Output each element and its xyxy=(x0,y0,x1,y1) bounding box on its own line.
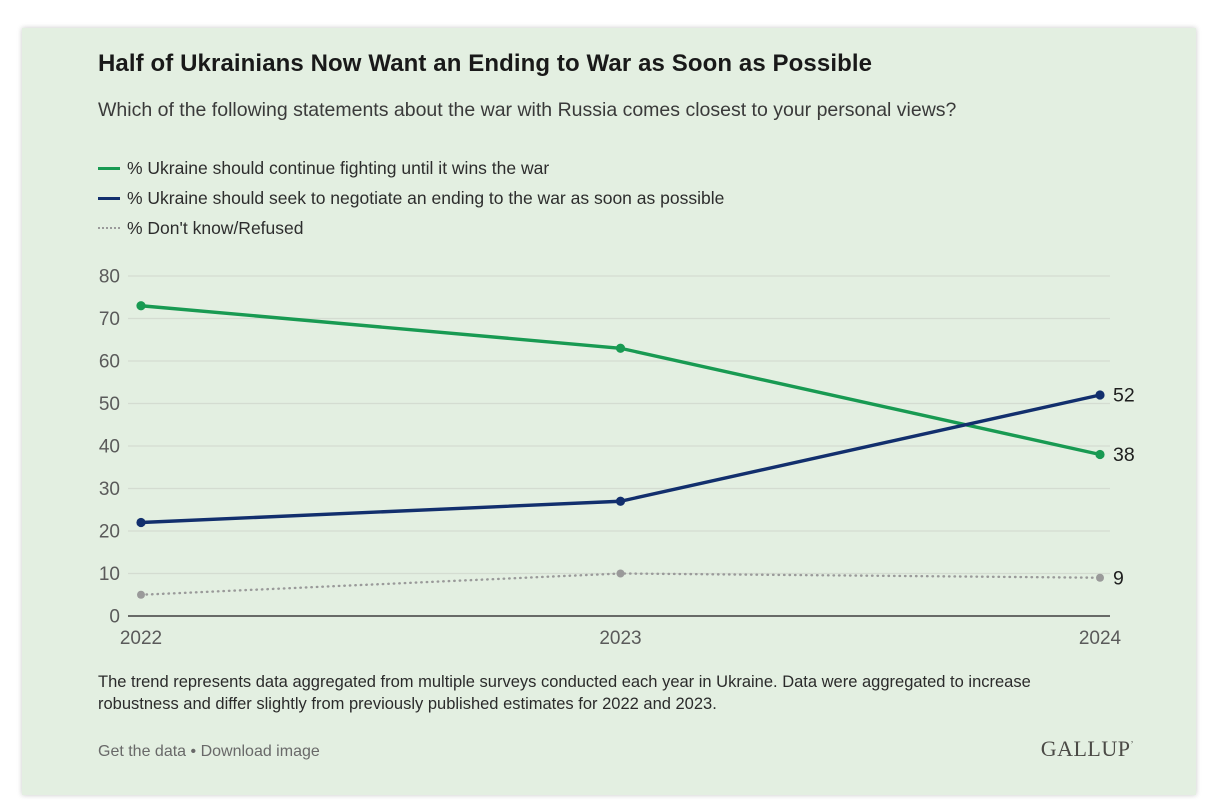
data-point-navy xyxy=(1095,390,1105,400)
legend-swatch-navy-line xyxy=(98,196,120,200)
line-chart-svg: 0 10 20 30 40 50 60 70 80 2022 2023 2024 9 38 52 xyxy=(99,267,1135,650)
x-tick-label: 2023 xyxy=(599,628,641,649)
chart-card: Half of Ukrainians Now Want an Ending to… xyxy=(22,28,1196,795)
data-point-gray xyxy=(137,590,145,599)
legend-swatch-gray-line xyxy=(98,227,120,229)
legend-label: % Ukraine should continue fighting until… xyxy=(127,157,550,178)
y-tick-label: 60 xyxy=(99,352,120,373)
chart-title: Half of Ukrainians Now Want an Ending to… xyxy=(98,50,873,77)
series-end-label-gray: 9 xyxy=(1113,567,1124,589)
data-point-navy xyxy=(136,517,146,528)
series-end-label-green: 38 xyxy=(1113,444,1135,466)
legend-label: % Don't know/Refused xyxy=(127,217,304,238)
data-point-green xyxy=(615,343,626,353)
y-tick-label: 40 xyxy=(99,437,120,458)
legend-item: % Ukraine should seek to negotiate an en… xyxy=(98,183,1196,213)
data-point-green xyxy=(1095,449,1105,460)
chart-subtitle: Which of the following statements about … xyxy=(98,99,957,121)
link-separator: • xyxy=(190,742,197,760)
legend-item: % Ukraine should continue fighting until… xyxy=(98,153,1196,183)
line-chart: 0 10 20 30 40 50 60 70 80 2022 2023 2024 9 38 52 xyxy=(98,263,1196,658)
chart-footer: Get the data • Download image GALLUP’ xyxy=(98,736,1134,762)
download-image-link[interactable]: Download image xyxy=(200,742,320,760)
y-tick-label: 70 xyxy=(99,309,120,330)
y-tick-label: 10 xyxy=(99,564,120,585)
data-point-green xyxy=(136,301,146,311)
gallup-logo: GALLUP’ xyxy=(1040,735,1134,761)
y-tick-label: 30 xyxy=(99,479,120,500)
chart-legend: % Ukraine should continue fighting until… xyxy=(98,153,1196,243)
data-point-navy xyxy=(615,496,626,506)
y-tick-label: 20 xyxy=(99,522,120,543)
data-point-gray xyxy=(1096,573,1104,582)
x-tick-label: 2024 xyxy=(1079,628,1122,649)
legend-swatch-green-line xyxy=(98,166,120,170)
y-tick-label: 80 xyxy=(99,267,120,288)
y-tick-label: 0 xyxy=(109,607,120,628)
legend-item: % Don't know/Refused xyxy=(98,213,1196,243)
y-tick-label: 50 xyxy=(99,394,120,415)
series-line-green xyxy=(140,304,1101,457)
series-end-label-navy: 52 xyxy=(1113,385,1135,407)
trademark-mark: ’ xyxy=(1130,739,1134,750)
legend-label: % Ukraine should seek to negotiate an en… xyxy=(127,187,725,208)
get-the-data-link[interactable]: Get the data xyxy=(98,742,187,760)
x-tick-label: 2022 xyxy=(120,628,162,649)
chart-footnote: The trend represents data aggregated fro… xyxy=(98,673,1031,714)
data-point-gray xyxy=(616,569,625,578)
footer-links: Get the data • Download image xyxy=(98,743,320,761)
